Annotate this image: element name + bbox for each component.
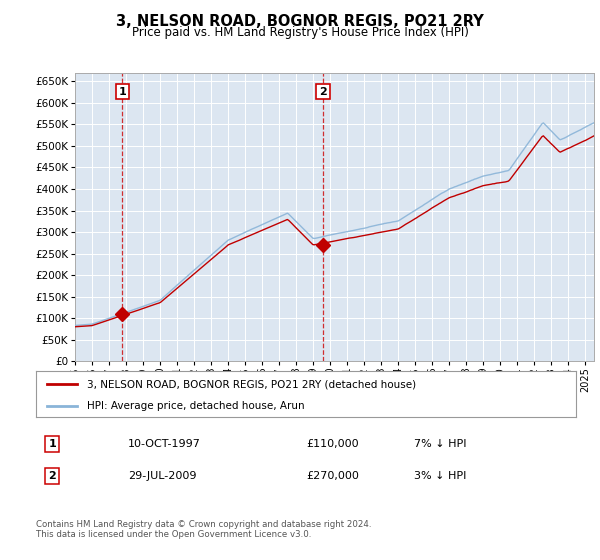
Text: 29-JUL-2009: 29-JUL-2009	[128, 472, 196, 481]
Text: Contains HM Land Registry data © Crown copyright and database right 2024.
This d: Contains HM Land Registry data © Crown c…	[36, 520, 371, 539]
Text: 7% ↓ HPI: 7% ↓ HPI	[414, 439, 467, 449]
Text: 1: 1	[118, 87, 126, 96]
Text: 2: 2	[49, 472, 56, 481]
Text: 3, NELSON ROAD, BOGNOR REGIS, PO21 2RY: 3, NELSON ROAD, BOGNOR REGIS, PO21 2RY	[116, 14, 484, 29]
Text: 10-OCT-1997: 10-OCT-1997	[128, 439, 200, 449]
Text: HPI: Average price, detached house, Arun: HPI: Average price, detached house, Arun	[88, 401, 305, 410]
Text: 2: 2	[319, 87, 327, 96]
Text: £270,000: £270,000	[306, 472, 359, 481]
Text: Price paid vs. HM Land Registry's House Price Index (HPI): Price paid vs. HM Land Registry's House …	[131, 26, 469, 39]
Text: £110,000: £110,000	[306, 439, 359, 449]
Text: 1: 1	[49, 439, 56, 449]
Text: 3% ↓ HPI: 3% ↓ HPI	[414, 472, 466, 481]
Text: 3, NELSON ROAD, BOGNOR REGIS, PO21 2RY (detached house): 3, NELSON ROAD, BOGNOR REGIS, PO21 2RY (…	[88, 379, 416, 389]
